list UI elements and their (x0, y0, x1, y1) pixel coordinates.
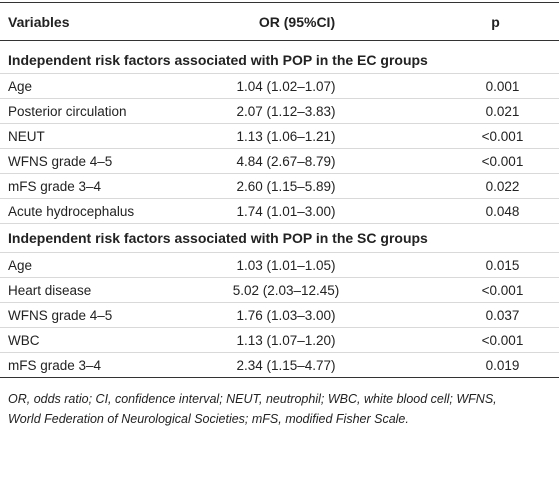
table-row: WFNS grade 4–5 4.84 (2.67–8.79) <0.001 (0, 148, 559, 174)
cell-or: 1.74 (1.01–3.00) (162, 198, 406, 224)
table-row: Acute hydrocephalus 1.74 (1.01–3.00) 0.0… (0, 198, 559, 224)
cell-p: 0.015 (406, 252, 559, 278)
header-variables: Variables (0, 2, 162, 41)
cell-variable: mFS grade 3–4 (0, 352, 162, 378)
table-row: NEUT 1.13 (1.06–1.21) <0.001 (0, 123, 559, 149)
cell-p: <0.001 (406, 327, 559, 353)
cell-or: 1.04 (1.02–1.07) (162, 73, 406, 99)
table-row: Posterior circulation 2.07 (1.12–3.83) 0… (0, 98, 559, 124)
cell-or: 4.84 (2.67–8.79) (162, 148, 406, 174)
cell-variable: WFNS grade 4–5 (0, 148, 162, 174)
results-table-container: Variables OR (95%CI) p Independent risk … (0, 2, 559, 429)
section-title-row: Independent risk factors associated with… (0, 223, 559, 253)
cell-p: <0.001 (406, 148, 559, 174)
cell-p: 0.048 (406, 198, 559, 224)
cell-p: 0.037 (406, 302, 559, 328)
cell-or: 2.34 (1.15–4.77) (162, 352, 406, 378)
cell-p: 0.019 (406, 352, 559, 378)
section-title-row: Independent risk factors associated with… (0, 40, 559, 74)
cell-p: <0.001 (406, 277, 559, 303)
cell-or: 2.60 (1.15–5.89) (162, 173, 406, 199)
cell-variable: NEUT (0, 123, 162, 149)
cell-p: <0.001 (406, 123, 559, 149)
section-title-ec: Independent risk factors associated with… (0, 40, 559, 74)
header-row: Variables OR (95%CI) p (0, 2, 559, 41)
cell-or: 1.13 (1.06–1.21) (162, 123, 406, 149)
cell-variable: Posterior circulation (0, 98, 162, 124)
table-row: WBC 1.13 (1.07–1.20) <0.001 (0, 327, 559, 353)
table-row: mFS grade 3–4 2.60 (1.15–5.89) 0.022 (0, 173, 559, 199)
table-row: WFNS grade 4–5 1.76 (1.03–3.00) 0.037 (0, 302, 559, 328)
cell-p: 0.022 (406, 173, 559, 199)
header-odds-ratio: OR (95%CI) (162, 2, 406, 41)
cell-variable: Heart disease (0, 277, 162, 303)
cell-variable: Age (0, 252, 162, 278)
footnote-line: OR, odds ratio; CI, confidence interval;… (8, 392, 497, 406)
table-row: mFS grade 3–4 2.34 (1.15–4.77) 0.019 (0, 352, 559, 378)
cell-or: 1.76 (1.03–3.00) (162, 302, 406, 328)
cell-variable: WFNS grade 4–5 (0, 302, 162, 328)
cell-variable: mFS grade 3–4 (0, 173, 162, 199)
cell-variable: WBC (0, 327, 162, 353)
cell-or: 1.03 (1.01–1.05) (162, 252, 406, 278)
header-p-value: p (406, 2, 559, 41)
cell-or: 2.07 (1.12–3.83) (162, 98, 406, 124)
table-row: Age 1.04 (1.02–1.07) 0.001 (0, 73, 559, 99)
section-title-sc: Independent risk factors associated with… (0, 223, 559, 253)
cell-variable: Acute hydrocephalus (0, 198, 162, 224)
table-row: Heart disease 5.02 (2.03–12.45) <0.001 (0, 277, 559, 303)
footnote-line: World Federation of Neurological Societi… (8, 412, 409, 426)
cell-variable: Age (0, 73, 162, 99)
cell-or: 1.13 (1.07–1.20) (162, 327, 406, 353)
table-footnote: OR, odds ratio; CI, confidence interval;… (0, 378, 559, 429)
cell-p: 0.001 (406, 73, 559, 99)
table-header: Variables OR (95%CI) p (0, 2, 559, 41)
cell-p: 0.021 (406, 98, 559, 124)
risk-factors-table: Variables OR (95%CI) p Independent risk … (0, 2, 559, 378)
table-row: Age 1.03 (1.01–1.05) 0.015 (0, 252, 559, 278)
cell-or: 5.02 (2.03–12.45) (162, 277, 406, 303)
table-body: Independent risk factors associated with… (0, 40, 559, 378)
